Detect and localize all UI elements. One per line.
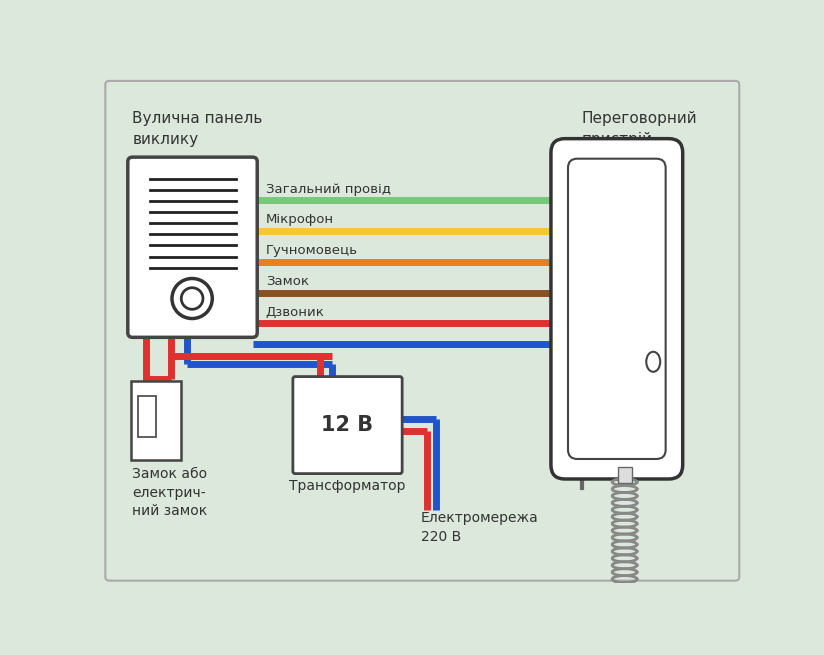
- FancyBboxPatch shape: [551, 139, 683, 479]
- FancyBboxPatch shape: [618, 468, 631, 483]
- FancyBboxPatch shape: [105, 81, 739, 580]
- Text: 12 В: 12 В: [321, 415, 373, 435]
- Text: Вулична панель
виклику: Вулична панель виклику: [133, 111, 263, 147]
- Text: Гучномовець: Гучномовець: [266, 244, 358, 257]
- FancyBboxPatch shape: [568, 159, 666, 459]
- Text: Загальний провід: Загальний провід: [266, 183, 391, 196]
- Circle shape: [181, 288, 203, 309]
- Circle shape: [172, 278, 213, 318]
- Text: Замок або
електрич-
ний замок: Замок або електрич- ний замок: [133, 468, 208, 518]
- Text: Трансформатор: Трансформатор: [289, 479, 405, 493]
- Text: Замок: Замок: [266, 275, 309, 288]
- FancyBboxPatch shape: [128, 157, 257, 337]
- FancyBboxPatch shape: [293, 377, 402, 474]
- FancyBboxPatch shape: [131, 381, 180, 460]
- Ellipse shape: [646, 352, 660, 372]
- Text: Електромережа
220 В: Електромережа 220 В: [421, 512, 539, 544]
- FancyBboxPatch shape: [138, 396, 157, 438]
- Text: Мікрофон: Мікрофон: [266, 214, 334, 227]
- Text: Переговорний
пристрій: Переговорний пристрій: [582, 111, 698, 147]
- Text: Дзвоник: Дзвоник: [266, 306, 325, 319]
